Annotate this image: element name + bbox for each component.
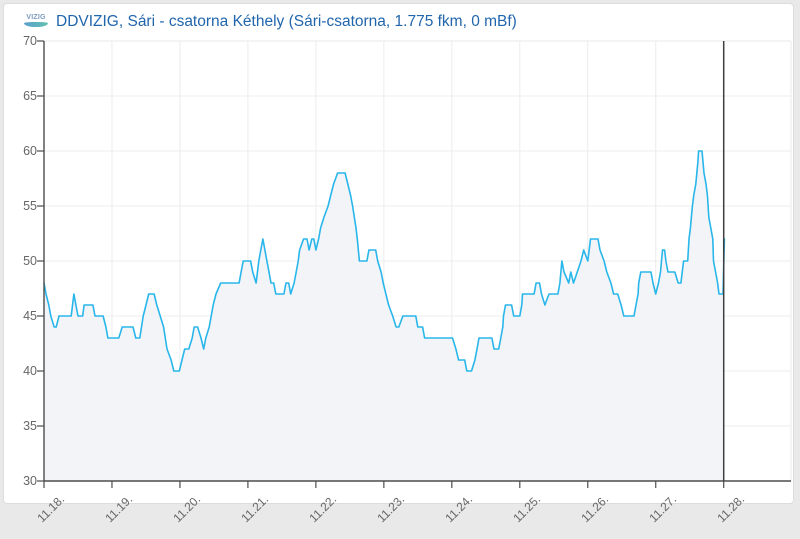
y-tick-label: 55 xyxy=(23,198,37,213)
chart-card: VIZIG DDVIZIG, Sári - csatorna Kéthely (… xyxy=(3,3,794,525)
y-tick-label: 45 xyxy=(23,308,37,323)
y-tick-label: 70 xyxy=(23,33,37,48)
y-tick-label: 40 xyxy=(23,363,37,378)
water-level-area xyxy=(44,151,725,481)
chart-header: VIZIG DDVIZIG, Sári - csatorna Kéthely (… xyxy=(23,11,517,33)
chart-title: DDVIZIG, Sári - csatorna Kéthely (Sári-c… xyxy=(56,13,517,30)
vizig-logo-text: VIZIG xyxy=(26,14,46,21)
water-level-chart xyxy=(37,40,792,488)
y-tick-label: 65 xyxy=(23,88,37,103)
y-tick-label: 35 xyxy=(23,418,37,433)
y-tick-label: 60 xyxy=(23,143,37,158)
y-tick-label: 50 xyxy=(23,253,37,268)
vizig-logo-wave-icon xyxy=(24,22,48,27)
y-tick-label: 30 xyxy=(23,473,37,488)
water-level-line xyxy=(43,150,726,372)
vizig-logo-icon: VIZIG xyxy=(23,14,49,30)
